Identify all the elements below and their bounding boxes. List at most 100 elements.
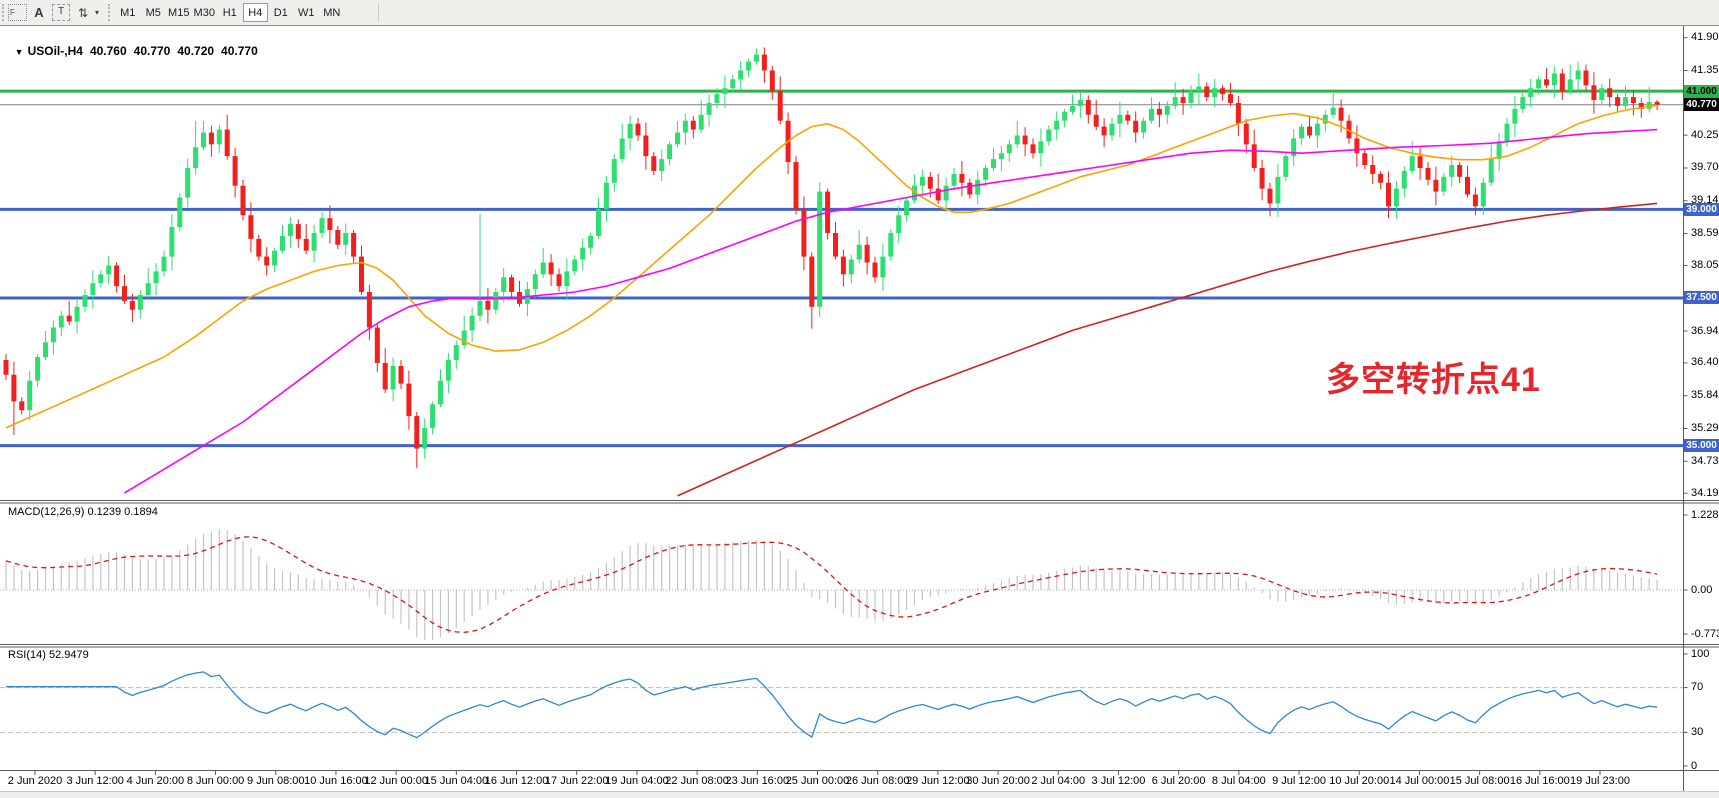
candle xyxy=(137,294,143,310)
candle xyxy=(287,224,293,236)
candle xyxy=(1623,97,1628,106)
candle xyxy=(1243,123,1249,145)
timeframe-button-h4[interactable]: H4 xyxy=(242,3,268,22)
candle xyxy=(1070,105,1075,112)
candle xyxy=(374,327,380,363)
candle xyxy=(959,173,965,183)
candle xyxy=(129,300,135,310)
arrows-tool-icon[interactable]: ⇅ ▾ xyxy=(78,3,99,22)
candle xyxy=(280,235,285,251)
candle xyxy=(833,232,838,257)
timeframe-button-mn[interactable]: MN xyxy=(323,6,341,19)
candle xyxy=(193,147,199,168)
candle xyxy=(1401,170,1407,189)
candle xyxy=(390,365,396,390)
candle xyxy=(1251,144,1257,168)
timeframe-button-m5[interactable]: M5 xyxy=(145,6,161,19)
candle xyxy=(619,138,625,160)
candle xyxy=(359,256,364,293)
candle xyxy=(1235,102,1241,124)
candle xyxy=(1488,159,1494,183)
candle xyxy=(1014,135,1020,145)
candle xyxy=(1370,165,1376,174)
candle xyxy=(643,135,649,157)
candle xyxy=(872,262,878,278)
candle xyxy=(248,215,254,239)
candle xyxy=(991,159,996,168)
candle xyxy=(1654,101,1660,105)
candle xyxy=(327,218,333,231)
candle xyxy=(50,327,56,343)
candle xyxy=(912,185,917,201)
candle xyxy=(1441,176,1447,192)
candle xyxy=(801,209,807,257)
candle xyxy=(461,330,467,346)
candle xyxy=(761,54,767,71)
candle xyxy=(422,427,428,449)
candle xyxy=(548,262,554,275)
timeframe-button-w1[interactable]: W1 xyxy=(298,6,315,19)
candle xyxy=(1551,73,1557,86)
candle xyxy=(1638,102,1644,109)
timeframe-button-d1[interactable]: D1 xyxy=(273,6,288,19)
candle xyxy=(264,256,270,266)
insert-text-icon[interactable]: A xyxy=(34,5,44,20)
candle xyxy=(1006,144,1012,154)
candle xyxy=(611,159,617,183)
macd-signal-line xyxy=(5,536,1658,633)
candle xyxy=(1259,167,1265,189)
toolbar-drag-handle[interactable] xyxy=(108,4,113,21)
candle xyxy=(106,265,112,275)
candle xyxy=(1425,167,1431,180)
chart-annotation-text: 多空转折点41 xyxy=(1326,361,1541,399)
timeframe-button-m30[interactable]: M30 xyxy=(193,6,215,19)
insert-text-label-icon[interactable]: T xyxy=(52,3,70,22)
candle xyxy=(556,274,562,287)
candle xyxy=(11,374,17,402)
candle xyxy=(1559,73,1565,92)
candle xyxy=(698,114,704,130)
ma-fast-orange xyxy=(5,104,1658,429)
candle xyxy=(1544,79,1549,86)
candle xyxy=(414,416,420,449)
timeframe-bar: M1 M5 M15 M30 H1 H4 D1 W1 MN xyxy=(115,3,345,22)
timeframe-button-h1[interactable]: H1 xyxy=(222,6,237,19)
candle xyxy=(769,70,775,92)
candle xyxy=(1077,100,1083,106)
candle xyxy=(240,185,246,216)
toolbar-drag-handle[interactable] xyxy=(2,4,7,21)
timeframe-button-m1[interactable]: M1 xyxy=(120,6,136,19)
candle xyxy=(445,359,451,381)
candle xyxy=(382,362,388,390)
candle xyxy=(153,271,159,284)
candle xyxy=(493,292,499,310)
symbol-title[interactable]: ▼ USOil-,H4 40.760 40.770 40.720 40.770 xyxy=(8,30,258,58)
candle xyxy=(485,300,491,310)
rsi-line xyxy=(6,671,1658,739)
candle xyxy=(1583,70,1589,86)
candle xyxy=(793,162,799,210)
ma-slow-red xyxy=(677,202,1658,497)
candle xyxy=(319,218,325,233)
symbol-dropdown-icon[interactable]: ▼ xyxy=(14,47,24,57)
toolbar-separator xyxy=(378,3,379,22)
timeframe-button-m15[interactable]: M15 xyxy=(168,6,190,19)
candle xyxy=(1409,156,1415,171)
candle xyxy=(272,250,278,266)
candle xyxy=(145,283,151,295)
candle xyxy=(746,61,752,71)
candle xyxy=(1101,126,1107,136)
chart-template-f-icon[interactable]: F xyxy=(8,3,27,22)
candle xyxy=(1567,79,1573,92)
candle xyxy=(1062,111,1068,121)
quote-close: 40.770 xyxy=(221,44,258,58)
candle xyxy=(122,286,127,301)
toolbar: F A T ⇅ ▾ M1 M5 M15 M30 H1 H4 D1 W1 MN xyxy=(0,0,1719,26)
candle xyxy=(880,256,886,278)
candle xyxy=(1109,123,1115,136)
candle xyxy=(1030,144,1036,154)
rsi-label: RSI(14) 52.9479 xyxy=(8,649,89,661)
candle xyxy=(722,88,728,95)
candle xyxy=(1133,120,1139,133)
